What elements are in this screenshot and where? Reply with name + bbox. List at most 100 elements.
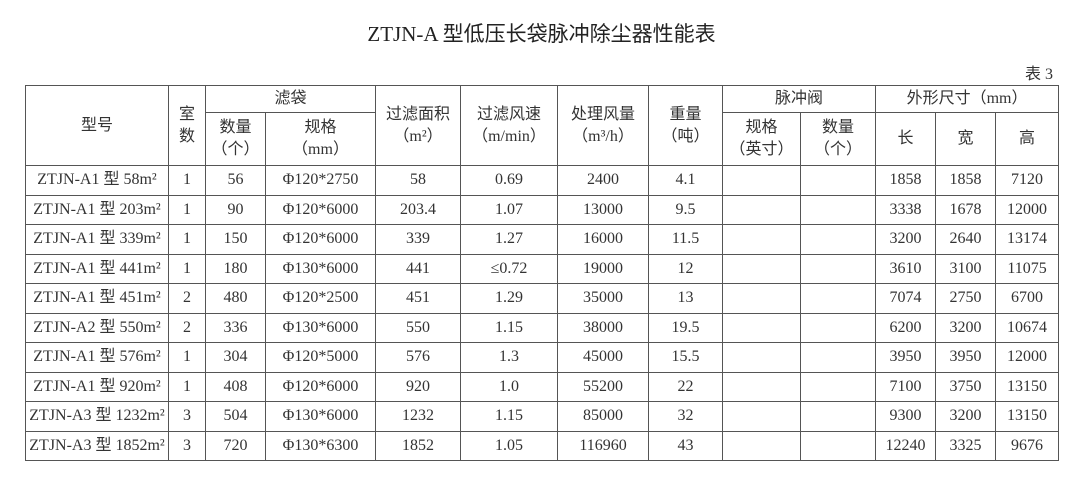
table-cell: 7100 <box>875 371 937 402</box>
table-cell: 13150 <box>995 371 1060 402</box>
table-cell: 4.1 <box>648 165 724 196</box>
table-cell: Φ120*5000 <box>264 342 377 373</box>
table-cell: Φ120*6000 <box>264 224 377 255</box>
table-cell: 12 <box>648 253 724 284</box>
empty-cell <box>722 371 802 402</box>
table-cell: ZTJN-A1 型 576m² <box>25 342 169 373</box>
table-cell: 19000 <box>557 253 650 284</box>
empty-cell <box>722 224 802 255</box>
table-cell: 13150 <box>995 401 1060 432</box>
table-row: ZTJN-A1 型 920m² 1 408 Φ120*6000 920 1.0 55200 2… <box>25 371 1060 402</box>
table-cell: 1678 <box>935 194 997 225</box>
table-cell: ZTJN-A1 型 203m² <box>25 194 169 225</box>
empty-cell <box>800 165 877 196</box>
table-cell: 35000 <box>557 283 650 314</box>
table-cell: 336 <box>205 312 266 343</box>
table-cell: 32 <box>648 401 724 432</box>
table-cell: 203.4 <box>375 194 462 225</box>
table-cell: 3200 <box>875 224 937 255</box>
header-cell: 脉冲阀 <box>722 85 877 113</box>
empty-cell <box>722 253 802 284</box>
table-cell: 3338 <box>875 194 937 225</box>
empty-cell <box>800 194 877 225</box>
table-cell: 720 <box>205 430 266 461</box>
table-cell: 12000 <box>995 194 1060 225</box>
header-cell: 型号 <box>25 85 169 166</box>
table-cell: Φ120*2500 <box>264 283 377 314</box>
header-cell: 外形尺寸（mm） <box>875 85 1060 113</box>
table-cell: 3 <box>168 430 206 461</box>
table-cell: 3200 <box>935 401 997 432</box>
table-cell: 3610 <box>875 253 937 284</box>
table-cell: 9676 <box>995 430 1060 461</box>
table-cell: 1.27 <box>460 224 559 255</box>
table-cell: 3325 <box>935 430 997 461</box>
table-row: ZTJN-A1 型 203m² 1 90 Φ120*6000 203.4 1.07 1300… <box>25 194 1060 225</box>
table-cell: 58 <box>375 165 462 196</box>
table-cell: 1.29 <box>460 283 559 314</box>
table-cell: 1.05 <box>460 430 559 461</box>
table-cell: 19.5 <box>648 312 724 343</box>
table-cell: 6200 <box>875 312 937 343</box>
table-row: ZTJN-A3 型 1852m² 3 720 Φ130*6300 1852 1.05 116… <box>25 430 1060 461</box>
header-cell: 重量 （吨） <box>648 85 724 166</box>
table-cell: 1.15 <box>460 401 559 432</box>
empty-cell <box>800 371 877 402</box>
table-cell: 12000 <box>995 342 1060 373</box>
table-cell: Φ120*6000 <box>264 194 377 225</box>
table-cell: 339 <box>375 224 462 255</box>
table-cell: 150 <box>205 224 266 255</box>
table-cell: 12240 <box>875 430 937 461</box>
table-cell: 180 <box>205 253 266 284</box>
table-cell: 11075 <box>995 253 1060 284</box>
table-cell: Φ130*6000 <box>264 312 377 343</box>
table-body: ZTJN-A1 型 58m² 1 56 Φ120*2750 58 0.69 2400 4.1 1… <box>25 165 1060 461</box>
table-cell: 3950 <box>875 342 937 373</box>
table-cell: 90 <box>205 194 266 225</box>
header-cell: 规格 （mm） <box>264 112 377 166</box>
table-cell: 3750 <box>935 371 997 402</box>
table-cell: 1.15 <box>460 312 559 343</box>
table-cell: Φ120*2750 <box>264 165 377 196</box>
table-cell: 13174 <box>995 224 1060 255</box>
table-cell: ZTJN-A1 型 441m² <box>25 253 169 284</box>
empty-cell <box>800 283 877 314</box>
table-cell: 408 <box>205 371 266 402</box>
title: ZTJN-A 型低压长袋脉冲除尘器性能表 <box>367 22 716 46</box>
table-cell: 304 <box>205 342 266 373</box>
table-cell: 441 <box>375 253 462 284</box>
empty-cell <box>800 312 877 343</box>
empty-cell <box>800 430 877 461</box>
table-cell: ZTJN-A1 型 58m² <box>25 165 169 196</box>
header-cell: 数量 （个） <box>800 112 877 166</box>
empty-cell <box>722 401 802 432</box>
table-cell: ZTJN-A1 型 339m² <box>25 224 169 255</box>
table-cell: 10674 <box>995 312 1060 343</box>
table-cell: 1 <box>168 371 206 402</box>
table-cell: 3200 <box>935 312 997 343</box>
table-cell: 43 <box>648 430 724 461</box>
table-label: 表 3 <box>1024 66 1053 83</box>
table-cell: 480 <box>205 283 266 314</box>
table-cell: 1858 <box>875 165 937 196</box>
table: 型号 室 数 滤袋 过滤面积 （m²） 过滤风速 （m/min） 处理风量 （m… <box>25 85 1060 461</box>
table-cell: 45000 <box>557 342 650 373</box>
table-cell: 56 <box>205 165 266 196</box>
table-cell: 7120 <box>995 165 1060 196</box>
table-cell: ZTJN-A1 型 451m² <box>25 283 169 314</box>
table-cell: 16000 <box>557 224 650 255</box>
table-cell: Φ130*6000 <box>264 401 377 432</box>
table-row: ZTJN-A1 型 576m² 1 304 Φ120*5000 576 1.3 45000 1… <box>25 342 1060 373</box>
table-cell: 11.5 <box>648 224 724 255</box>
table-row: ZTJN-A3 型 1232m² 3 504 Φ130*6000 1232 1.15 850… <box>25 401 1060 432</box>
table-cell: 116960 <box>557 430 650 461</box>
table-row: ZTJN-A2 型 550m² 2 336 Φ130*6000 550 1.15 38000… <box>25 312 1060 343</box>
table-cell: 9.5 <box>648 194 724 225</box>
empty-cell <box>800 224 877 255</box>
table-cell: 576 <box>375 342 462 373</box>
table-cell: 7074 <box>875 283 937 314</box>
table-cell: 2 <box>168 283 206 314</box>
table-cell: Φ130*6000 <box>264 253 377 284</box>
table-cell: 451 <box>375 283 462 314</box>
table-cell: 3950 <box>935 342 997 373</box>
